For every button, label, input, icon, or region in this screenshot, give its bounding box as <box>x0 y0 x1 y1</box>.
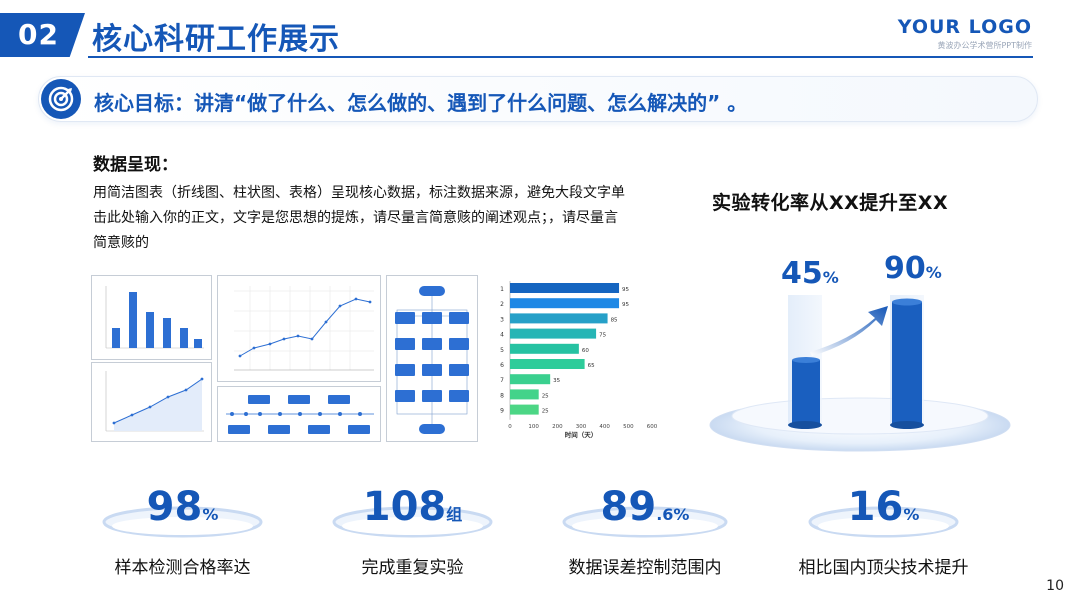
x-tick-label: 400 <box>599 424 610 430</box>
bar-value-label: 35 <box>553 378 560 384</box>
thumbnail-timeline <box>217 386 381 442</box>
stat-label: 相比国内顶尖技术提升 <box>798 558 969 578</box>
section-heading: 数据呈现： <box>93 155 178 175</box>
bar-category-label: 5 <box>500 347 504 354</box>
bar-category-label: 4 <box>500 332 504 339</box>
stat-card: 108组 完成重复实验 <box>330 478 495 578</box>
page-number: 10 <box>1046 578 1064 594</box>
bar-category-label: 8 <box>500 392 504 399</box>
bar-value-label: 85 <box>611 317 618 323</box>
page-title: 核心科研工作展示 <box>92 22 340 57</box>
stat-pedestal <box>102 506 263 538</box>
stat-value: 16% <box>847 484 920 530</box>
thumbnail-line-chart-small <box>91 362 212 442</box>
x-tick-label: 600 <box>647 424 658 430</box>
stat-value: 108组 <box>362 484 463 530</box>
x-tick-label: 0 <box>508 424 512 430</box>
x-tick-label: 300 <box>576 424 587 430</box>
stat-pedestal <box>808 506 959 538</box>
from-percentage: 45% <box>781 256 839 291</box>
stat-card: 89.6% 数据误差控制范围内 <box>560 478 730 578</box>
horizontal-bar-chart-svg: 1 95 2 95 3 85 4 75 5 60 6 65 7 35 8 25 9 25 0 100 200 300 400… <box>500 281 658 439</box>
bar-value-label: 95 <box>622 287 629 293</box>
bar <box>510 298 620 309</box>
x-tick-label: 100 <box>528 424 539 430</box>
logo: YOUR LOGO <box>897 16 1032 38</box>
bar-category-label: 3 <box>500 316 504 323</box>
stat-value: 98% <box>146 484 219 530</box>
target-icon <box>41 79 81 119</box>
header-divider <box>88 56 1033 58</box>
stat-label: 样本检测合格率达 <box>114 558 251 578</box>
stat-card: 16% 相比国内顶尖技术提升 <box>799 478 969 578</box>
bar-category-label: 9 <box>500 408 504 415</box>
section-number-badge: 02 <box>0 13 85 57</box>
bar-value-label: 65 <box>588 363 595 369</box>
logo-subtitle: 黄波办公学术营所PPT制作 <box>937 41 1032 50</box>
bar <box>510 374 551 385</box>
thumbnail-line-chart-large <box>217 275 381 382</box>
bar <box>510 389 539 400</box>
bar-value-label: 95 <box>622 302 629 308</box>
bar-category-label: 2 <box>500 301 504 308</box>
stat-label: 完成重复实验 <box>361 558 464 578</box>
thumbnail-flowchart <box>386 275 478 442</box>
x-tick-label: 200 <box>552 424 563 430</box>
goal-text: 核心目标：讲清“做了什么、怎么做的、遇到了什么问题、怎么解决的” 。 <box>94 91 748 115</box>
stat-card: 98% 样本检测合格率达 <box>100 478 265 578</box>
goal-banner <box>38 76 1038 122</box>
horizontal-bar-chart: 1 95 2 95 3 85 4 75 5 60 6 65 7 35 8 25 9 25 0 100 200 300 400… <box>492 278 662 448</box>
to-percentage: 90% <box>884 251 942 286</box>
thumbnail-bar-chart <box>91 275 212 360</box>
bar <box>510 328 597 339</box>
stat-value: 89.6% <box>600 484 690 530</box>
bar-value-label: 25 <box>542 409 549 415</box>
stat-label: 数据误差控制范围内 <box>568 558 722 578</box>
bar <box>510 359 585 369</box>
bar <box>510 343 579 354</box>
bar-category-label: 7 <box>500 377 504 384</box>
x-axis-label: 时间（天） <box>565 430 598 439</box>
feature-title: 实验转化率从XX提升至XX <box>712 192 949 214</box>
bar-category-label: 1 <box>500 286 504 293</box>
bar <box>510 283 620 293</box>
body-paragraph: 用简洁图表（折线图、柱状图、表格）呈现核心数据，标注数据来源，避免大段文字单击此… <box>93 185 625 251</box>
bar-value-label: 25 <box>542 393 549 399</box>
bar <box>510 404 539 415</box>
bar-value-label: 60 <box>582 348 589 354</box>
stat-pedestal <box>332 506 493 538</box>
bar <box>510 313 608 324</box>
bar-category-label: 6 <box>500 362 504 369</box>
bar-value-label: 75 <box>599 333 606 339</box>
feature-illustration <box>700 240 1020 455</box>
stat-pedestal <box>562 506 728 538</box>
x-tick-label: 500 <box>623 424 634 430</box>
